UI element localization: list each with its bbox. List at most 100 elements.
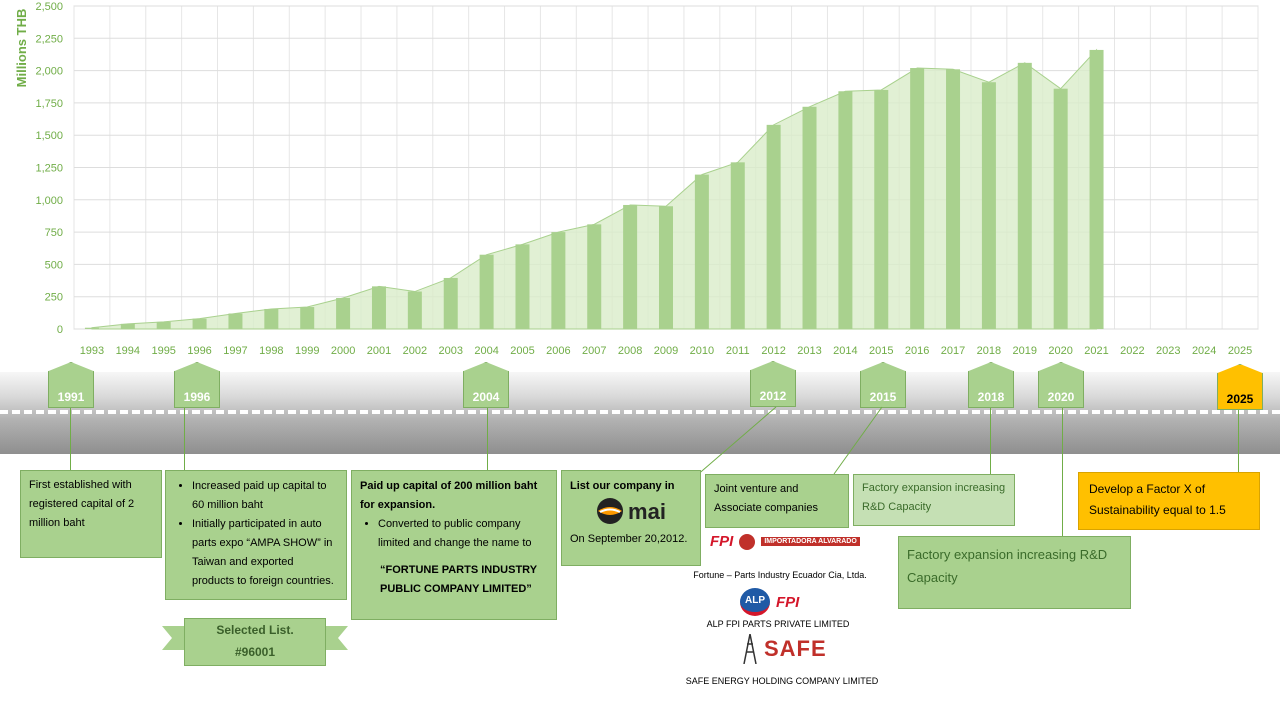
milestone-2004-list: Converted to public company limited and … <box>360 515 548 553</box>
bar-2019 <box>1017 62 1032 330</box>
bar-1993 <box>84 327 99 329</box>
company-safe: SAFE ENERGY HOLDING COMPANY LIMITED <box>685 676 879 686</box>
x-tick-label: 1998 <box>259 345 283 357</box>
bar-1998 <box>264 308 279 329</box>
bar-1996 <box>192 318 207 329</box>
milestone-2018-box: Factory expansion increasing R&D Capacit… <box>853 474 1015 526</box>
x-tick-label: 1995 <box>151 345 175 357</box>
y-tick-label: 500 <box>45 259 63 271</box>
list-item: Increased paid up capital to 60 million … <box>192 477 338 515</box>
bar-2008 <box>623 204 638 329</box>
milestone-2018-text: Factory expansion increasing R&D Capacit… <box>862 482 1006 513</box>
milestone-year: 2025 <box>1226 392 1254 406</box>
alp-logo: ALP <box>740 588 770 616</box>
x-tick-label: 2006 <box>546 345 570 357</box>
milestone-2004-heading: Paid up capital of 200 million baht for … <box>360 480 538 511</box>
connector-2015 <box>833 406 883 475</box>
milestone-1991-box: First established with registered capita… <box>20 470 162 558</box>
company-new-name: “FORTUNE PARTS INDUSTRY PUBLIC COMPANY L… <box>380 564 537 595</box>
fpi-importadora-logos: FPI IMPORTADORA ALVARADO <box>710 533 860 550</box>
bar-2003 <box>443 277 458 329</box>
x-tick-label: 1993 <box>80 345 104 357</box>
y-tick-label: 0 <box>57 324 63 336</box>
milestone-year: 2018 <box>977 390 1005 404</box>
y-tick-label: 1,500 <box>35 130 63 142</box>
bar-2010 <box>694 174 709 329</box>
bar-2000 <box>336 297 351 329</box>
importadora-logo: IMPORTADORA ALVARADO <box>761 537 860 546</box>
milestone-2015-box: Joint venture and Associate companies <box>705 474 849 528</box>
x-axis-ticks: 1993 1994 1995 1996 1997 1998 1999 2000 2001 2002… <box>80 345 1253 357</box>
mai-logo-text: mai <box>628 498 666 524</box>
x-tick-label: 2007 <box>582 345 606 357</box>
bar-2017 <box>946 69 961 330</box>
mai-sun-icon <box>597 498 624 524</box>
selected-list-ribbon: Selected List. #96001 <box>184 618 326 666</box>
milestone-1991-text: First established with registered capita… <box>29 479 135 529</box>
milestone-1996-list: Increased paid up capital to 60 million … <box>174 477 338 591</box>
milestone-year: 2015 <box>869 390 897 404</box>
milestone-2012-heading: List our company in <box>570 480 675 492</box>
x-tick-label: 2018 <box>977 345 1001 357</box>
y-tick-label: 1,250 <box>35 163 63 175</box>
milestone-2015-text: Joint venture and Associate companies <box>714 483 818 514</box>
connector-2012 <box>687 406 777 484</box>
bar-1997 <box>228 313 243 329</box>
x-tick-label: 2016 <box>905 345 929 357</box>
alp-fpi-logos: ALP FPI <box>740 588 799 616</box>
bar-2014 <box>838 91 853 329</box>
milestone-year: 1996 <box>183 390 211 404</box>
y-tick-label: 750 <box>45 227 63 239</box>
importadora-emblem-icon <box>739 533 756 550</box>
milestone-2012-box: List our company in mai On September 20,… <box>561 470 701 566</box>
bar-2011 <box>730 162 745 329</box>
x-tick-label: 2017 <box>941 345 965 357</box>
y-tick-label: 2,250 <box>35 33 63 45</box>
milestone-year: 2012 <box>759 389 787 403</box>
company-ecuador: Fortune – Parts Industry Ecuador Cia, Lt… <box>693 570 867 580</box>
bar-1995 <box>156 321 171 329</box>
bar-2006 <box>551 232 566 329</box>
x-tick-label: 1994 <box>116 345 140 357</box>
bar-2004 <box>479 254 494 329</box>
x-tick-label: 2001 <box>367 345 391 357</box>
bar-2020 <box>1053 88 1068 329</box>
milestone-1991: 1991 <box>48 362 94 408</box>
connector-2025 <box>1238 410 1239 472</box>
x-tick-label: 1996 <box>187 345 211 357</box>
bar-2016 <box>910 68 925 330</box>
y-tick-label: 2,000 <box>35 66 63 78</box>
x-tick-label: 2024 <box>1192 345 1216 357</box>
y-tick-label: 250 <box>45 292 63 304</box>
x-tick-label: 2015 <box>869 345 893 357</box>
milestone-2015: 2015 <box>860 362 906 408</box>
safe-logo-row: SAFE <box>742 634 827 664</box>
x-tick-label: 2010 <box>690 345 714 357</box>
milestone-2004: 2004 <box>463 362 509 408</box>
bar-2012 <box>766 124 781 329</box>
bar-2005 <box>515 244 530 329</box>
safe-logo: SAFE <box>764 636 827 661</box>
x-tick-label: 2002 <box>403 345 427 357</box>
connector-1991 <box>70 408 71 470</box>
x-tick-label: 2008 <box>618 345 642 357</box>
x-tick-label: 2005 <box>510 345 534 357</box>
list-item: Initially participated in auto parts exp… <box>192 515 338 591</box>
bar-2009 <box>659 206 673 329</box>
y-tick-label: 2,500 <box>35 1 63 13</box>
x-tick-label: 2023 <box>1156 345 1180 357</box>
y-axis-label: Millions THB <box>14 9 29 88</box>
x-tick-label: 2000 <box>331 345 355 357</box>
fpi-logo: FPI <box>776 593 800 611</box>
milestone-year: 1991 <box>57 390 85 404</box>
oil-derrick-icon <box>743 634 757 664</box>
list-item: Converted to public company limited and … <box>378 515 548 553</box>
ribbon-line1: Selected List. <box>216 623 294 637</box>
x-tick-label: 2022 <box>1120 345 1144 357</box>
milestone-year: 2020 <box>1047 390 1075 404</box>
x-tick-label: 2012 <box>761 345 785 357</box>
y-tick-label: 1,000 <box>35 195 63 207</box>
connector-1996 <box>184 408 185 470</box>
milestone-2012: 2012 <box>750 361 796 407</box>
